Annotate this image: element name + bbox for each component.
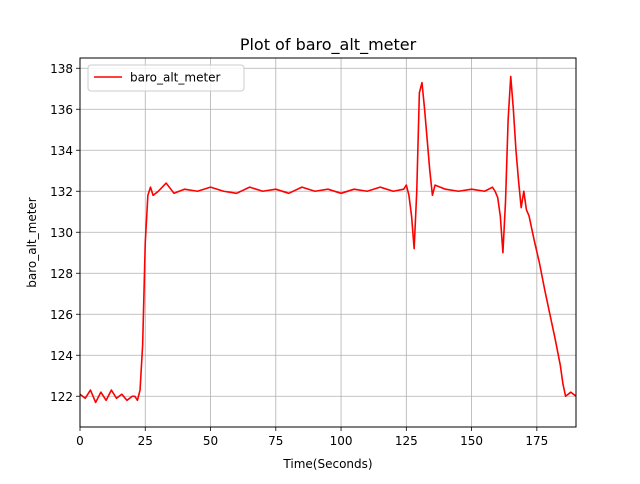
y-tick-label: 126: [50, 308, 73, 322]
x-tick: 175: [525, 427, 548, 448]
x-tick-label: 50: [203, 434, 218, 448]
x-tick-label: 125: [395, 434, 418, 448]
y-tick: 126: [50, 308, 80, 322]
legend: baro_alt_meter: [87, 64, 245, 92]
x-tick: 0: [76, 427, 84, 448]
grid-lines: [79, 58, 576, 427]
x-tick-label: 75: [268, 434, 283, 448]
x-axis-label: Time(Seconds): [282, 457, 372, 471]
series-line: [79, 75, 577, 404]
y-tick-label: 128: [50, 267, 73, 281]
x-tick-label: 175: [525, 434, 548, 448]
y-tick: 134: [50, 144, 80, 158]
plot-area-frame: [79, 57, 577, 428]
x-tick-label: 150: [460, 434, 483, 448]
x-tick: 75: [268, 427, 283, 448]
y-tick: 128: [50, 267, 80, 281]
legend-box: [87, 64, 245, 92]
y-tick-label: 138: [50, 62, 73, 76]
y-tick-label: 136: [50, 103, 73, 117]
y-tick: 132: [50, 185, 80, 199]
x-tick: 25: [138, 427, 153, 448]
y-tick-label: 124: [50, 349, 73, 363]
chart-title: Plot of baro_alt_meter: [240, 35, 417, 55]
x-tick: 125: [395, 427, 418, 448]
series-layer: [79, 75, 577, 404]
x-tick-label: 100: [330, 434, 353, 448]
x-tick: 100: [330, 427, 353, 448]
x-tick: 150: [460, 427, 483, 448]
y-tick: 122: [50, 390, 80, 404]
x-tick-label: 25: [138, 434, 153, 448]
y-tick: 136: [50, 103, 80, 117]
x-axis-ticks: 0 25 50 75 100 125 150 175: [76, 427, 548, 448]
y-axis-label: baro_alt_meter: [25, 197, 39, 288]
y-tick-label: 122: [50, 390, 73, 404]
y-tick-label: 134: [50, 144, 73, 158]
y-tick: 124: [50, 349, 80, 363]
y-axis-ticks: 122 124 126 128 130 132 134 136 138: [50, 62, 80, 404]
y-tick: 130: [50, 226, 80, 240]
y-tick: 138: [50, 62, 80, 76]
x-tick: 50: [203, 427, 218, 448]
y-tick-label: 132: [50, 185, 73, 199]
y-tick-label: 130: [50, 226, 73, 240]
x-tick-label: 0: [76, 434, 84, 448]
legend-label: baro_alt_meter: [130, 71, 221, 85]
